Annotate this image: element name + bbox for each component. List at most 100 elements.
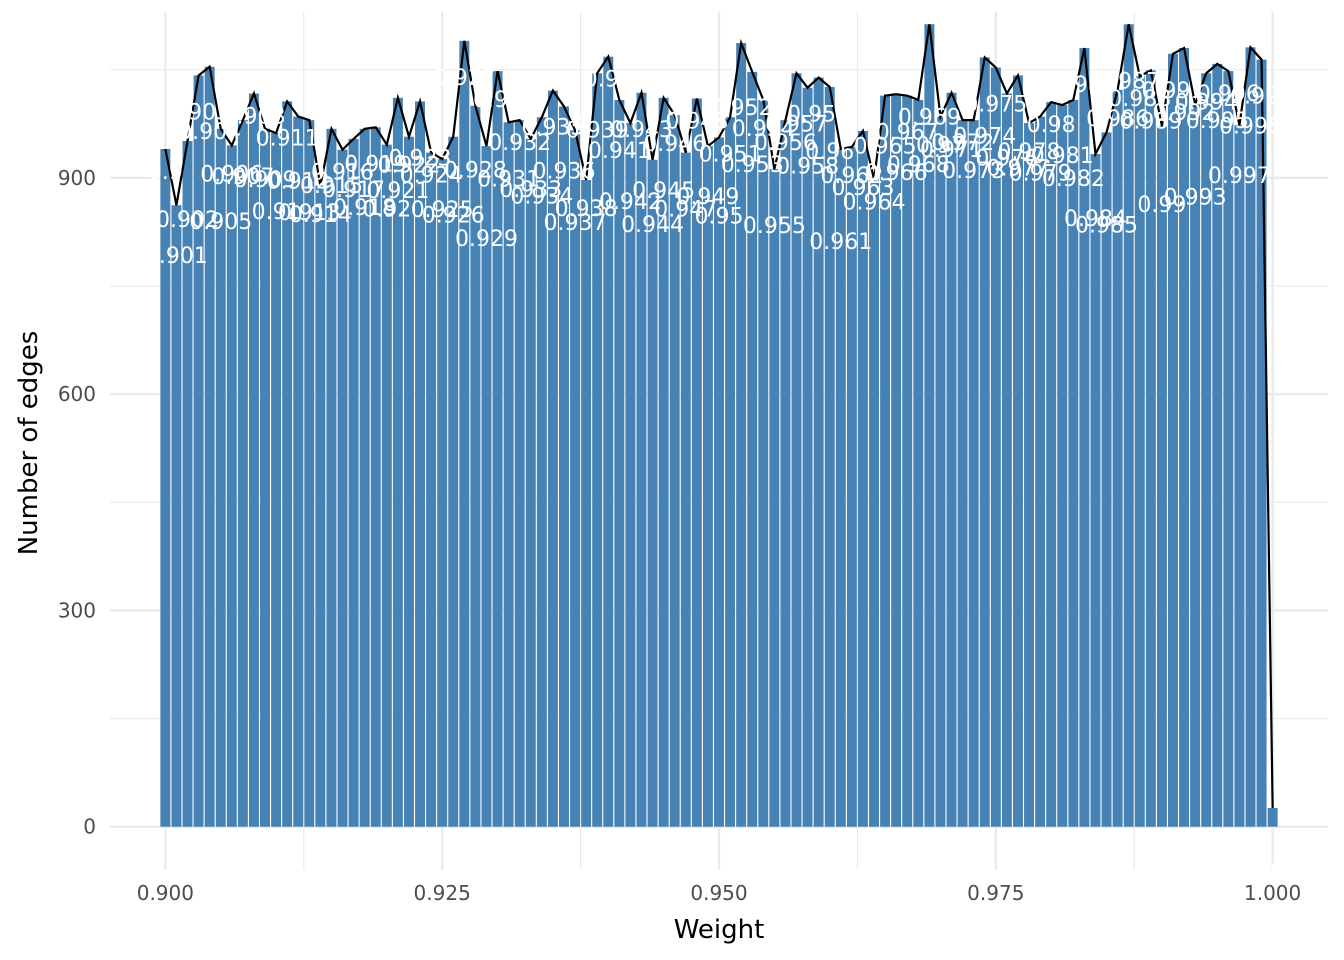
bar-label: 0.946 <box>643 132 706 157</box>
bar <box>293 116 304 827</box>
bar <box>558 106 569 827</box>
bar-label: 0.986 <box>1086 107 1149 132</box>
bar <box>171 205 182 827</box>
bar <box>680 152 691 827</box>
bar <box>614 99 625 827</box>
bar-label: 0.91 <box>252 200 301 225</box>
bar-label: 0.994 <box>1175 90 1238 115</box>
bar <box>647 159 658 827</box>
bar <box>1267 807 1278 827</box>
bar-label: 0.924 <box>400 164 463 189</box>
x-tick-label: 0.975 <box>967 881 1024 905</box>
bar-label: 0.939 <box>566 118 629 143</box>
bar <box>260 128 271 827</box>
bar-label: 0.988 <box>1108 87 1171 112</box>
bar-label: 0.963 <box>831 176 894 201</box>
bar <box>603 56 614 827</box>
bar <box>1035 116 1046 827</box>
bar-label: 0.937 <box>544 211 607 236</box>
bar <box>758 99 769 827</box>
bar-label: 0.967 <box>876 121 939 146</box>
x-axis-ticks: 0.900 0.925 0.950 0.975 1.000 <box>137 881 1302 905</box>
bar <box>769 169 780 827</box>
bar <box>492 71 503 827</box>
bar <box>381 144 392 827</box>
bar-label: 0.998 <box>1219 114 1282 139</box>
bar <box>204 66 215 827</box>
bar-label: 0.961 <box>809 230 872 255</box>
bar-label: 0.943 <box>610 118 673 143</box>
y-tick-label: 300 <box>58 598 96 622</box>
bar-label: 0.9 <box>148 160 183 185</box>
bar <box>403 136 414 827</box>
bar-label: 0.947 <box>654 198 717 223</box>
bar-label: 0.908 <box>222 104 285 129</box>
bar-label: 0.907 <box>211 165 274 190</box>
bar-label: 0.933 <box>499 178 562 203</box>
bar-label: 0.93 <box>473 88 522 113</box>
bar <box>1179 48 1190 827</box>
bar <box>747 71 758 827</box>
bar-label: 0.993 <box>1164 185 1227 210</box>
bar-label: 0.941 <box>588 139 651 164</box>
bar <box>1201 73 1212 827</box>
bar-label: 0.935 <box>521 116 584 141</box>
bar-label: 0.928 <box>444 159 507 184</box>
bar-label: 0.996 <box>1197 82 1260 107</box>
bar-label: 0.96 <box>805 140 854 165</box>
bar-label: 0.952 <box>710 96 773 121</box>
bar-label: 0.982 <box>1042 167 1105 192</box>
bar-label: 0.983 <box>1053 73 1116 98</box>
bar-label: 0.949 <box>676 185 739 210</box>
bar-label: 0.976 <box>975 146 1038 171</box>
bar <box>282 101 293 827</box>
bar-label: 0.901 <box>145 244 208 269</box>
bar <box>702 146 713 827</box>
bar <box>813 77 824 827</box>
bar <box>1245 47 1256 827</box>
bar <box>1156 125 1167 827</box>
bar-label: 0.956 <box>754 131 817 156</box>
bar <box>304 120 315 827</box>
bar <box>1190 104 1201 827</box>
bar-label: 0.972 <box>931 131 994 156</box>
x-axis-title: Weight <box>674 915 765 945</box>
bar-label: 0.95 <box>695 204 744 229</box>
bar <box>835 148 846 827</box>
bar-label: 0.995 <box>1186 109 1249 134</box>
bar <box>802 87 813 827</box>
bar-label: 0.99 <box>1137 193 1186 218</box>
bar <box>1090 154 1101 827</box>
bar-label: 0.948 <box>665 110 728 135</box>
bar-label: 0.909 <box>234 168 297 193</box>
bar-label: 0.991 <box>1141 79 1204 104</box>
bar-label: 0.973 <box>942 159 1005 184</box>
bar-label: 0.999 <box>1230 85 1293 110</box>
bar <box>160 148 171 827</box>
bar <box>636 92 647 827</box>
bar-label: 0.918 <box>333 196 396 221</box>
bar <box>570 130 581 827</box>
bar-label: 0.975 <box>964 93 1027 118</box>
bar-label: 0.951 <box>699 142 762 167</box>
bar-label: 0.936 <box>532 159 595 184</box>
bar <box>1112 89 1123 827</box>
bar-label: 0.955 <box>743 214 806 239</box>
bar <box>780 120 791 827</box>
bar-label: 1 <box>1266 861 1280 886</box>
bar-label: 0.981 <box>1031 144 1094 169</box>
bar-label: 0.959 <box>787 103 850 128</box>
y-tick-label: 600 <box>58 382 96 406</box>
bar <box>736 43 747 827</box>
bar-label: 0.911 <box>256 126 319 151</box>
bar-label: 0.971 <box>920 138 983 163</box>
bar-label: 0.974 <box>953 124 1016 149</box>
bar <box>271 133 282 827</box>
bar-label: 0.931 <box>477 167 540 192</box>
bar <box>1145 70 1156 827</box>
bar <box>326 128 337 827</box>
bar <box>669 115 680 827</box>
bar-label: 0.923 <box>389 146 452 171</box>
bar <box>1057 105 1068 827</box>
